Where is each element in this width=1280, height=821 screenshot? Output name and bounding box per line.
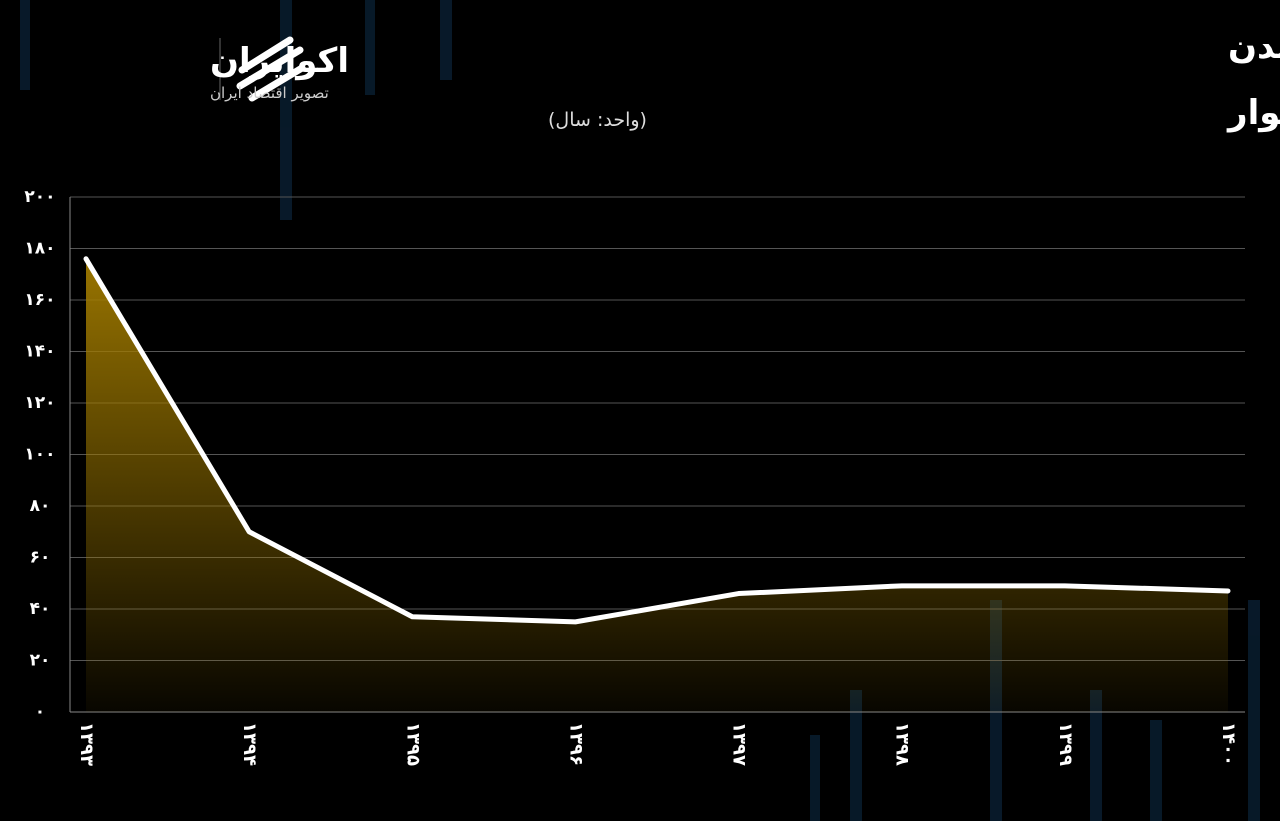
y-tick-label: ۶۰ <box>30 548 51 568</box>
y-tick-label: ۱۰۰ <box>24 445 55 465</box>
y-tick-label: ۱۲۰ <box>24 393 55 413</box>
y-tick-label: ۲۰۰ <box>24 187 55 207</box>
x-tick-label: ۱۳۹۷ <box>729 722 750 766</box>
x-tick-label: ۱۳۹۵ <box>402 722 423 766</box>
logo-name: اکوایران <box>210 41 349 81</box>
logo-icon <box>236 36 306 102</box>
y-tick-label: ۲۰ <box>30 651 51 671</box>
x-tick-label: ۱۳۹۳ <box>76 722 97 766</box>
y-tick-label: ۰ <box>35 702 45 722</box>
x-tick-label: ۱۳۹۹ <box>1055 722 1076 766</box>
x-tick-label: ۱۴۰۰ <box>1218 722 1239 766</box>
y-tick-label: ۱۸۰ <box>24 239 55 259</box>
unit-note: (واحد: سال) <box>548 109 647 131</box>
x-tick-label: ۱۳۹۸ <box>892 722 913 766</box>
x-tick-label: ۱۳۹۴ <box>239 722 260 766</box>
logo: اکوایران تصویر اقتصاد ایران <box>210 36 349 102</box>
y-tick-label: ۸۰ <box>30 496 51 516</box>
area <box>86 258 1228 712</box>
y-tick-label: ۴۰ <box>30 599 51 619</box>
chart-title: سال‌های مورد انتظار برای خانه‌دارشدن <box>1228 27 1280 67</box>
y-tick-label: ۱۴۰ <box>24 342 55 362</box>
line <box>83 256 1231 625</box>
chart-subtitle: با کسر تمام‌هزینه‌ها از درآمد خانوار <box>1226 91 1280 133</box>
y-tick-label: ۱۶۰ <box>24 290 55 310</box>
logo-tagline: تصویر اقتصاد ایران <box>210 84 329 102</box>
x-tick-label: ۱۳۹۶ <box>565 722 586 766</box>
